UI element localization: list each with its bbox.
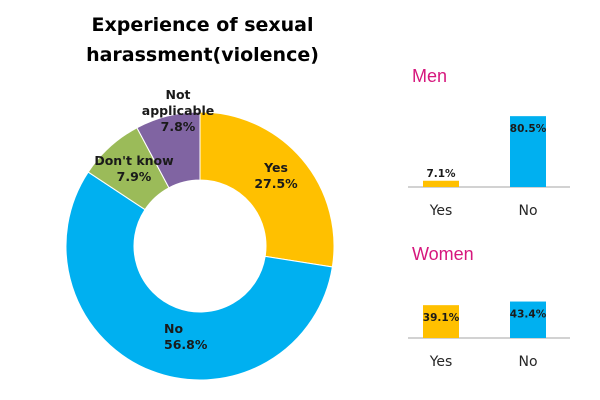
women-bar-chart: 39.1% Yes 43.4% No [408,301,570,370]
women-bar-yes [423,305,459,338]
women-bar-no [510,301,546,338]
donut-slice-no [65,171,333,381]
men-bar-yes [423,180,459,187]
donut-label-don-t-know: Don't know 7.9% [94,153,174,184]
donut-slice-not-applicable [136,111,201,189]
chart-title-line-1: Experience of sexual [91,14,314,36]
women-chart-title: Women [412,244,474,264]
donut-label-no: No 56.8% [164,321,208,352]
men-bar-no [510,116,546,187]
men-tick-no: No [518,203,537,219]
donut-slice-yes [199,111,335,268]
men-data-label-no: 80.5% [510,123,547,135]
women-data-label-no: 43.4% [510,309,547,321]
women-tick-no: No [518,354,537,370]
women-data-label-yes: 39.1% [423,312,460,324]
women-tick-yes: Yes [429,354,453,370]
chart-title: Experience of sexual harassment(violence… [70,10,335,70]
donut-label-yes: Yes 27.5% [254,160,298,191]
men-data-label-yes: 7.1% [426,168,456,180]
men-chart-title: Men [412,66,448,86]
donut-label-not-applicable: Not applicable 7.8% [142,87,214,134]
donut-chart: Yes 27.5% No 56.8% Don't know 7.9% Not applicab… [65,87,335,381]
men-tick-yes: Yes [429,203,453,219]
men-bar-chart: 7.1% Yes 80.5% No [408,116,570,219]
chart-title-line-2: harassment(violence) [86,44,319,66]
